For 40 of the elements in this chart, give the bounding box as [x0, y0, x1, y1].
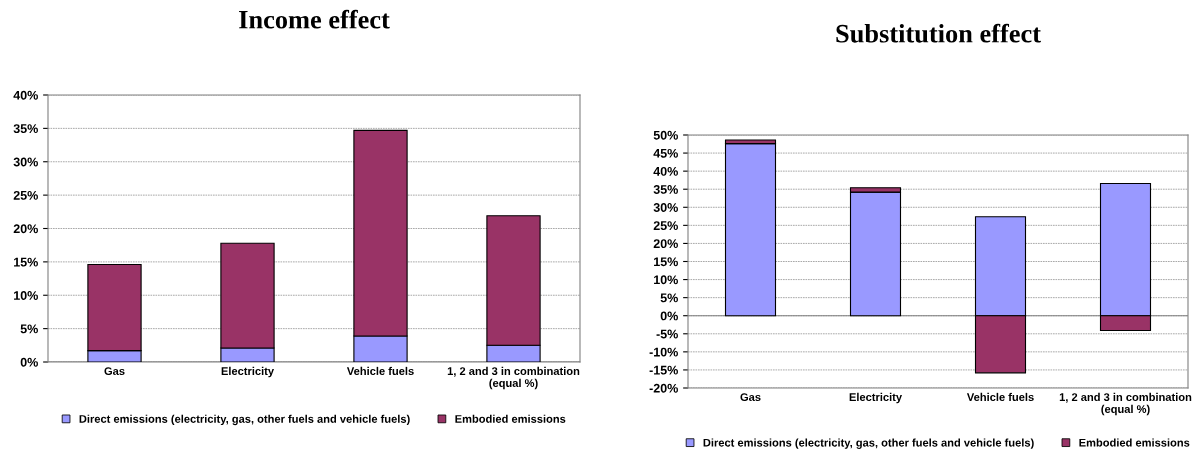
- bar: [849, 191, 902, 317]
- y-tick-label: -5%: [656, 329, 678, 339]
- legend-label: Direct emissions (electricity, gas, other fuels and vehicle fuels): [79, 414, 410, 426]
- legend-label: Embodied emissions: [455, 414, 566, 423]
- y-tick-label: 35%: [653, 185, 678, 194]
- y-tick-label: 30%: [653, 203, 678, 212]
- y-tick-label: 10%: [14, 291, 38, 300]
- y-tick-label: 40%: [653, 166, 678, 176]
- y-tick-label: 25%: [653, 221, 678, 231]
- x-tick-label: Gas: [104, 367, 125, 376]
- y-tick-label: 50%: [653, 130, 678, 140]
- x-tick-label: 1, 2 and 3 in combination (equal %): [447, 366, 580, 390]
- x-tick-label: Gas: [740, 393, 761, 402]
- y-tick-label: 45%: [653, 148, 678, 158]
- y-tick-label: 5%: [20, 324, 38, 334]
- bar: [724, 143, 777, 317]
- y-tick-label: 0%: [20, 357, 38, 367]
- y-tick-label: -20%: [649, 383, 678, 393]
- y-tick-label: 30%: [13, 157, 38, 167]
- y-tick-label: 25%: [13, 190, 38, 200]
- chart-title: Income effect: [239, 9, 390, 29]
- x-tick-label: Electricity: [849, 392, 902, 404]
- y-tick-label: 15%: [14, 257, 38, 267]
- chart-title: Substitution effect: [836, 23, 1041, 43]
- x-tick-label: Electricity: [221, 366, 274, 378]
- x-tick-label: Vehicle fuels: [346, 366, 414, 376]
- legend-label: Embodied emissions: [1079, 438, 1190, 447]
- y-tick-label: 15%: [654, 257, 678, 267]
- y-tick-label: 40%: [13, 90, 38, 100]
- y-tick-label: 0%: [660, 311, 678, 321]
- legend-label: Direct emissions (electricity, gas, other fuels and vehicle fuels): [703, 438, 1034, 449]
- y-tick-label: 20%: [653, 239, 678, 249]
- x-tick-label: Vehicle fuels: [966, 392, 1034, 402]
- y-tick-label: 20%: [13, 224, 38, 234]
- y-tick-label: -15%: [649, 365, 678, 375]
- y-tick-label: 35%: [13, 124, 38, 134]
- y-tick-label: -10%: [649, 347, 678, 357]
- x-tick-label: 1, 2 and 3 in combination (equal %): [1059, 392, 1192, 416]
- y-tick-label: 10%: [654, 275, 678, 285]
- y-tick-label: 5%: [660, 293, 678, 303]
